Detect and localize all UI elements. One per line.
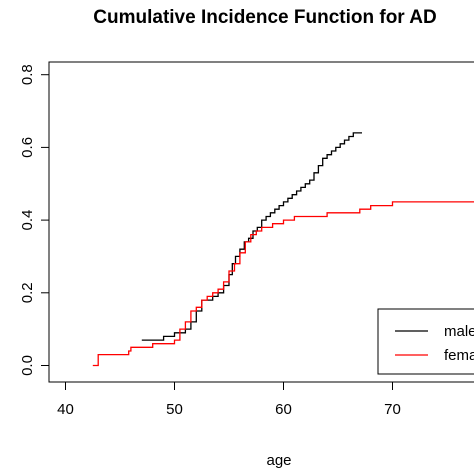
y-tick-label: 0.8	[19, 64, 36, 85]
x-axis-label: age	[266, 452, 291, 469]
x-tick-label: 40	[57, 401, 74, 418]
series-line-male	[141, 132, 362, 341]
legend-label-female: female	[444, 347, 474, 364]
series-line-female	[92, 201, 474, 367]
legend-box	[377, 308, 474, 375]
y-tick-label: 0.2	[19, 282, 36, 303]
y-tick-label: 0.0	[19, 355, 36, 376]
y-tick-label: 0.4	[19, 210, 36, 231]
chart-title: Cumulative Incidence Function for AD	[93, 7, 436, 28]
x-tick-label: 70	[384, 401, 401, 418]
x-tick-label: 60	[275, 401, 292, 418]
x-tick-label: 50	[166, 401, 183, 418]
legend-label-male: male	[444, 323, 474, 340]
y-tick-label: 0.6	[19, 137, 36, 158]
legend: male female	[377, 308, 474, 375]
